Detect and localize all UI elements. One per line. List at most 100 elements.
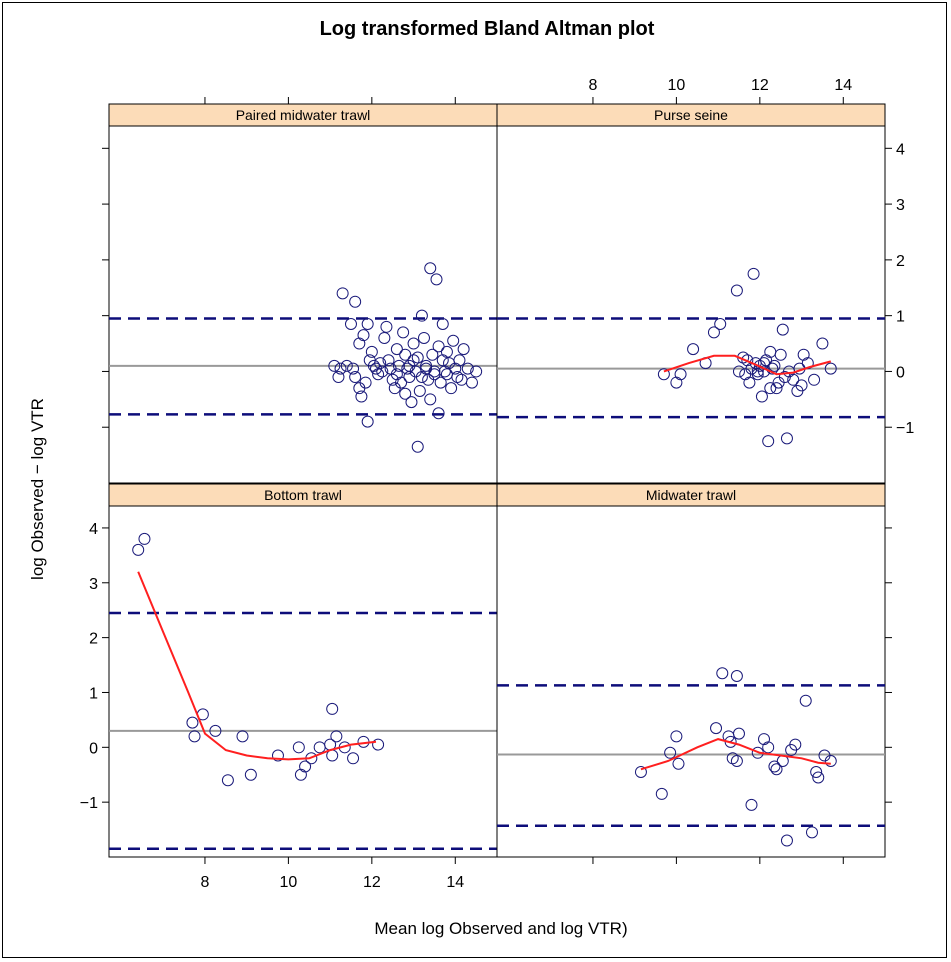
- panels-layer: Paired midwater trawl Purse seine Bottom t…: [108, 103, 886, 858]
- strip-label-paired-midwater-trawl: Paired midwater trawl: [236, 107, 371, 123]
- data-point: [361, 318, 374, 331]
- data-point: [424, 393, 437, 406]
- data-point: [132, 543, 145, 556]
- data-point: [824, 755, 837, 768]
- y-tick-label-right: 0: [896, 364, 905, 381]
- data-point: [758, 733, 771, 746]
- chart-title: Log transformed Bland Altman plot: [320, 18, 655, 40]
- data-point: [764, 382, 777, 395]
- data-point: [457, 343, 470, 356]
- data-point: [776, 323, 789, 336]
- strip-label-purse-seine: Purse seine: [654, 107, 728, 123]
- bland-altman-chart: Log transformed Bland Altman plot Mean l…: [28, 18, 915, 938]
- data-point: [461, 362, 474, 375]
- data-point: [732, 727, 745, 740]
- data-point: [372, 738, 385, 751]
- data-point: [244, 768, 257, 781]
- smoother-line-bottom-trawl: [137, 571, 377, 761]
- data-point: [411, 440, 424, 453]
- data-point: [670, 730, 683, 743]
- data-point: [634, 765, 647, 778]
- data-point: [349, 295, 362, 308]
- x-tick-label-top: 14: [834, 77, 852, 94]
- data-point: [292, 741, 305, 754]
- data-point: [403, 359, 416, 372]
- data-point: [209, 724, 222, 737]
- data-point: [743, 376, 756, 389]
- data-point: [797, 348, 810, 361]
- data-point: [420, 359, 433, 372]
- data-point: [440, 345, 453, 358]
- data-point: [411, 351, 424, 364]
- data-point: [449, 362, 462, 375]
- y-tick-label-right: 4: [896, 141, 905, 158]
- data-point: [751, 368, 764, 381]
- data-point: [447, 334, 460, 347]
- data-point: [674, 368, 687, 381]
- data-point: [436, 318, 449, 331]
- data-point: [438, 365, 451, 378]
- x-tick-label-bottom: 14: [446, 874, 464, 891]
- data-point: [428, 368, 441, 381]
- y-tick-label-right: 1: [896, 309, 905, 326]
- data-point: [313, 741, 326, 754]
- data-point: [382, 354, 395, 367]
- y-tick-label-left: 1: [89, 685, 98, 702]
- y-tick-label-right: 3: [896, 197, 905, 214]
- panel-border-paired-midwater-trawl: [108, 125, 498, 484]
- data-point: [730, 670, 743, 683]
- data-point: [780, 432, 793, 445]
- data-point: [415, 371, 428, 384]
- strip-label-bottom-trawl: Bottom trawl: [264, 487, 342, 503]
- data-point: [365, 345, 378, 358]
- data-point: [470, 365, 483, 378]
- data-point: [326, 702, 339, 715]
- data-point: [805, 826, 818, 839]
- data-point: [361, 415, 374, 428]
- data-point: [372, 368, 385, 381]
- data-point: [747, 267, 760, 280]
- panel-border-midwater-trawl: [496, 505, 886, 858]
- data-point: [445, 382, 458, 395]
- data-point: [768, 760, 781, 773]
- data-point: [399, 348, 412, 361]
- data-point: [714, 318, 727, 331]
- data-point: [730, 755, 743, 768]
- data-point: [768, 359, 781, 372]
- data-point: [824, 362, 837, 375]
- data-point: [294, 768, 307, 781]
- data-point: [655, 787, 668, 800]
- y-tick-label-left: 3: [89, 576, 98, 593]
- data-point: [434, 376, 447, 389]
- data-point: [390, 343, 403, 356]
- data-point: [188, 730, 201, 743]
- data-point: [762, 741, 775, 754]
- data-point: [336, 287, 349, 300]
- data-point: [420, 362, 433, 375]
- data-point: [816, 337, 829, 350]
- panel-paired-midwater-trawl: Paired midwater trawl: [108, 103, 498, 484]
- y-tick-label-left: 4: [89, 521, 98, 538]
- data-point: [299, 760, 312, 773]
- y-tick-label-left: −1: [80, 795, 98, 812]
- y-tick-label-left: 2: [89, 631, 98, 648]
- panel-midwater-trawl: Midwater trawl: [496, 483, 886, 858]
- data-point: [344, 318, 357, 331]
- data-point: [755, 390, 768, 403]
- data-point: [789, 738, 802, 751]
- data-point: [774, 348, 787, 361]
- data-point: [330, 730, 343, 743]
- data-point: [340, 359, 353, 372]
- data-point: [417, 331, 430, 344]
- y-tick-label-right: 2: [896, 253, 905, 270]
- data-point: [430, 273, 443, 286]
- data-point: [221, 774, 234, 787]
- data-point: [424, 262, 437, 275]
- data-point: [349, 371, 362, 384]
- data-point: [770, 382, 783, 395]
- x-tick-label-top: 8: [589, 77, 598, 94]
- data-point: [787, 373, 800, 386]
- y-tick-label-right: −1: [896, 420, 914, 437]
